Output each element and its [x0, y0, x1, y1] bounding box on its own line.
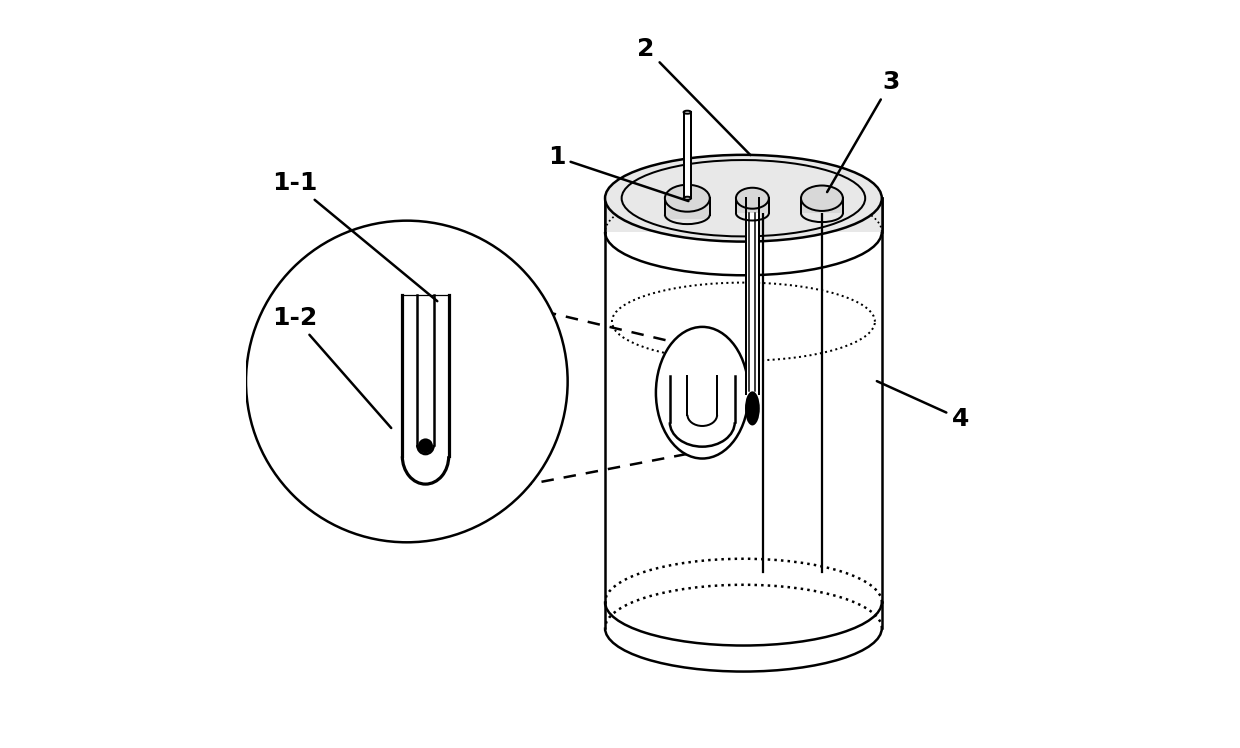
Text: 1: 1: [548, 145, 688, 201]
Bar: [735, 198, 769, 213]
Text: 4: 4: [877, 381, 968, 431]
Ellipse shape: [605, 155, 882, 242]
Text: 1-1: 1-1: [272, 171, 438, 301]
Ellipse shape: [621, 160, 866, 236]
Bar: [605, 198, 882, 232]
Ellipse shape: [683, 111, 691, 114]
Ellipse shape: [683, 197, 691, 200]
Ellipse shape: [801, 186, 843, 211]
Ellipse shape: [656, 327, 749, 459]
Bar: [683, 112, 691, 198]
Ellipse shape: [735, 188, 769, 209]
Ellipse shape: [418, 438, 433, 453]
Bar: [665, 202, 709, 218]
Bar: [801, 198, 843, 213]
Bar: [745, 198, 759, 423]
Text: 3: 3: [827, 70, 899, 192]
Ellipse shape: [665, 185, 709, 212]
Ellipse shape: [745, 391, 760, 426]
Circle shape: [246, 221, 568, 542]
Text: 2: 2: [637, 37, 750, 155]
Text: 1-2: 1-2: [272, 306, 392, 428]
